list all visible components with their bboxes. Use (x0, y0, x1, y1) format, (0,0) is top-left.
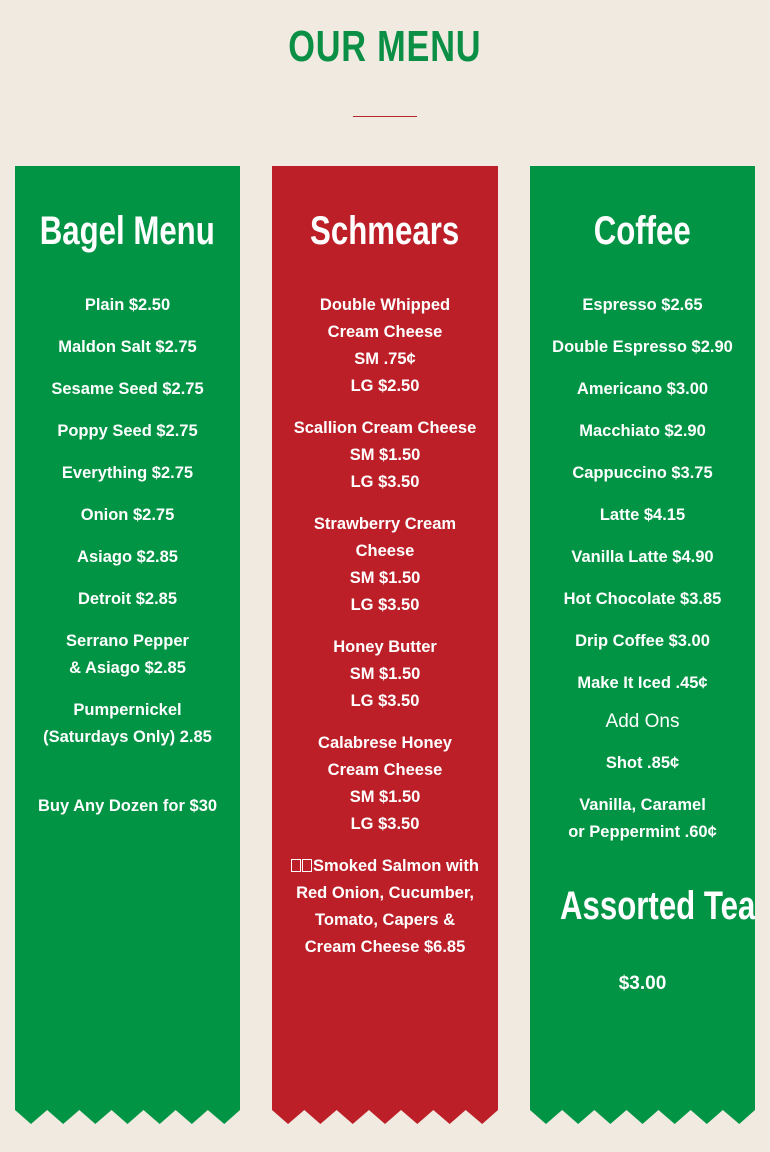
menu-item: Calabrese Honey Cream Cheese SM $1.50 LG $3… (272, 730, 498, 838)
menu-item-line: LG $3.50 (350, 692, 420, 710)
menu-item-line: Shot .85¢ (605, 754, 680, 772)
menu-item-line: Cream Cheese (327, 323, 443, 341)
menu-item-line: Vanilla Latte $4.90 (571, 548, 714, 566)
menu-item-line: Sesame Seed $2.75 (51, 380, 204, 398)
menu-item-line: Hot Chocolate $3.85 (563, 590, 722, 608)
menu-item-line: Vanilla, Caramel (579, 796, 706, 814)
menu-item-line: Scallion Cream Cheese (293, 419, 477, 437)
menu-item: Everything $2.75 (15, 460, 240, 487)
column-heading-text: Bagel Menu (39, 209, 216, 253)
coffee-items: Espresso $2.65 Double Espresso $2.90 Ameri… (530, 292, 755, 697)
menu-item: Detroit $2.85 (15, 586, 240, 613)
menu-item-line: LG $3.50 (350, 473, 420, 491)
menu-item-line: SM $1.50 (349, 569, 421, 587)
menu-item: Honey Butter SM $1.50 LG $3.50 (272, 634, 498, 715)
menu-item-line: Cheese (355, 542, 415, 560)
menu-item-line: Double Espresso $2.90 (552, 338, 733, 356)
teas-price: $3.00 (618, 973, 667, 994)
menu-item: Vanilla Latte $4.90 (530, 544, 755, 571)
menu-item-line: SM $1.50 (349, 788, 421, 806)
menu-item: Poppy Seed $2.75 (15, 418, 240, 445)
add-on-items: Shot .85¢ Vanilla, Caramel or Peppermint .… (530, 750, 755, 846)
page-title: OUR MENU (0, 22, 770, 72)
menu-item-line: & Asiago $2.85 (69, 659, 186, 677)
menu-item-line: Honey Butter (333, 638, 437, 656)
menu-item: Cappuccino $3.75 (530, 460, 755, 487)
menu-item: Espresso $2.65 (530, 292, 755, 319)
title-divider (353, 116, 417, 117)
menu-item-line: Cream Cheese (327, 761, 443, 779)
menu-item: Onion $2.75 (15, 502, 240, 529)
menu-item: Shot .85¢ (530, 750, 755, 777)
menu-item: Strawberry Cream Cheese SM $1.50 LG $3.50 (272, 511, 498, 619)
menu-item-line: Americano $3.00 (576, 380, 709, 398)
menu-item: Pumpernickel (Saturdays Only) 2.85 (15, 697, 240, 751)
menu-item: Maldon Salt $2.75 (15, 334, 240, 361)
menu-item-line: Calabrese Honey (318, 734, 452, 752)
menu-item-line: Everything $2.75 (61, 464, 194, 482)
missing-glyph-icon (291, 859, 302, 872)
menu-item-line: Cappuccino $3.75 (572, 464, 713, 482)
menu-item: Macchiato $2.90 (530, 418, 755, 445)
menu-item-line: Make It Iced .45¢ (577, 674, 708, 692)
menu-item-line: Poppy Seed $2.75 (57, 422, 198, 440)
menu-item-line: Detroit $2.85 (77, 590, 178, 608)
menu-item-line: Plain $2.50 (84, 296, 171, 314)
menu-item-line: Tomato, Capers & (315, 911, 455, 929)
menu-item-line: Strawberry Cream (313, 515, 457, 533)
menu-item: Latte $4.15 (530, 502, 755, 529)
column-heading: Bagel Menu (15, 206, 240, 256)
menu-item: Plain $2.50 (15, 292, 240, 319)
teas-heading: Assorted Teas (530, 881, 755, 931)
add-ons-label: Add Ons (605, 711, 680, 732)
menu-item-line: Red Onion, Cucumber, (296, 884, 474, 902)
menu-item-line: Serrano Pepper (66, 632, 189, 650)
menu-item: Hot Chocolate $3.85 (530, 586, 755, 613)
schmear-items: Double Whipped Cream Cheese SM .75¢ LG $2.5… (272, 292, 498, 961)
menu-item-line: SM $1.50 (349, 446, 421, 464)
teas-heading-text: Assorted Teas (559, 884, 770, 928)
menu-item: Double Whipped Cream Cheese SM .75¢ LG $2.5… (272, 292, 498, 400)
menu-item-line: or Peppermint .60¢ (568, 823, 717, 841)
bagel-menu-column: Bagel Menu Plain $2.50 Maldon Salt $2.75 S… (15, 166, 240, 1124)
dozen-offer: Buy Any Dozen for $30 (37, 797, 218, 815)
menu-item-line: Latte $4.15 (599, 506, 686, 524)
menu-item-line: Espresso $2.65 (582, 296, 703, 314)
menu-item-line: Double Whipped (319, 296, 451, 314)
menu-item-line: Smoked Salmon with (280, 853, 490, 880)
menu-item: Make It Iced .45¢ (530, 670, 755, 697)
menu-item-line: LG $2.50 (350, 377, 420, 395)
menu-item: Asiago $2.85 (15, 544, 240, 571)
menu-item-line: SM $1.50 (349, 665, 421, 683)
menu-item-line: LG $3.50 (350, 815, 420, 833)
menu-item-line: Maldon Salt $2.75 (58, 338, 197, 356)
menu-item-line: Macchiato $2.90 (579, 422, 706, 440)
column-heading-text: Schmears (310, 209, 460, 253)
menu-item: Vanilla, Caramel or Peppermint .60¢ (530, 792, 755, 846)
column-heading: Schmears (272, 206, 498, 256)
page-title-text: OUR MENU (288, 22, 482, 71)
menu-item: Smoked Salmon with Red Onion, Cucumber, To… (272, 853, 498, 961)
menu-item-line: Cream Cheese $6.85 (304, 938, 466, 956)
schmears-column: Schmears Double Whipped Cream Cheese SM .7… (272, 166, 498, 1124)
menu-item-line: SM .75¢ (354, 350, 416, 368)
menu-item-line: Drip Coffee $3.00 (575, 632, 710, 650)
menu-item-line: Asiago $2.85 (77, 548, 178, 566)
menu-item-line: Pumpernickel (73, 701, 182, 719)
menu-item: Scallion Cream Cheese SM $1.50 LG $3.50 (272, 415, 498, 496)
menu-item: Serrano Pepper & Asiago $2.85 (15, 628, 240, 682)
bagel-items: Plain $2.50 Maldon Salt $2.75 Sesame Seed … (15, 292, 240, 751)
menu-item: Sesame Seed $2.75 (15, 376, 240, 403)
coffee-column: Coffee Espresso $2.65 Double Espresso $2.… (530, 166, 755, 1124)
menu-item: Drip Coffee $3.00 (530, 628, 755, 655)
column-heading: Coffee (530, 206, 755, 256)
menu-item: Double Espresso $2.90 (530, 334, 755, 361)
missing-glyph-icon (302, 859, 313, 872)
column-heading-text: Coffee (593, 209, 692, 253)
menu-item-line: Onion $2.75 (80, 506, 175, 524)
menu-item-line: LG $3.50 (350, 596, 420, 614)
menu-item-line: (Saturdays Only) 2.85 (43, 728, 212, 746)
menu-item: Americano $3.00 (530, 376, 755, 403)
